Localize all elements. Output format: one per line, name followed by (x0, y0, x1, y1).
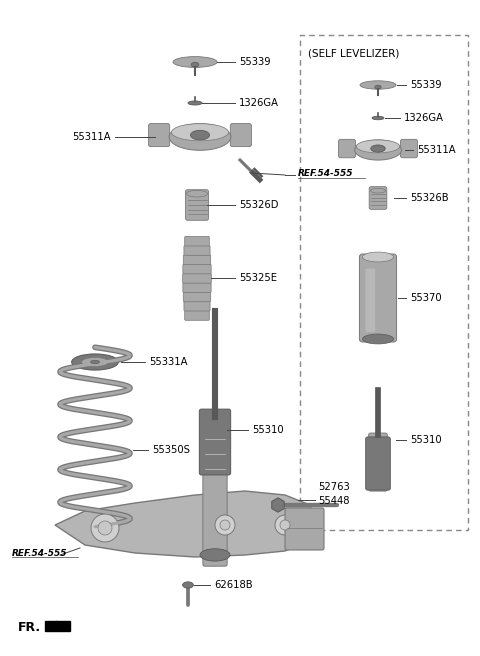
Text: 1326GA: 1326GA (239, 98, 279, 108)
FancyBboxPatch shape (203, 466, 227, 566)
Text: REF.54-555: REF.54-555 (298, 169, 353, 178)
FancyBboxPatch shape (185, 311, 209, 320)
Ellipse shape (187, 190, 207, 197)
Ellipse shape (173, 56, 217, 68)
Text: 55350S: 55350S (152, 445, 190, 455)
FancyBboxPatch shape (183, 255, 211, 264)
Ellipse shape (356, 140, 399, 153)
FancyBboxPatch shape (183, 264, 211, 274)
Polygon shape (272, 498, 284, 512)
FancyBboxPatch shape (369, 187, 387, 209)
Ellipse shape (371, 145, 385, 152)
FancyBboxPatch shape (185, 236, 209, 246)
Ellipse shape (355, 140, 401, 160)
Polygon shape (55, 491, 315, 557)
Ellipse shape (372, 116, 384, 120)
FancyBboxPatch shape (360, 254, 396, 342)
Ellipse shape (360, 81, 396, 89)
Circle shape (275, 515, 295, 535)
FancyBboxPatch shape (183, 283, 211, 293)
Ellipse shape (371, 188, 385, 193)
FancyBboxPatch shape (149, 123, 170, 146)
Circle shape (91, 514, 119, 542)
Ellipse shape (182, 582, 193, 588)
Polygon shape (45, 621, 70, 631)
Ellipse shape (191, 62, 199, 67)
Ellipse shape (171, 124, 228, 141)
Ellipse shape (191, 131, 209, 140)
Circle shape (220, 520, 230, 530)
Text: 55311A: 55311A (417, 145, 456, 155)
Text: 55339: 55339 (239, 57, 271, 67)
Ellipse shape (72, 354, 119, 370)
Ellipse shape (362, 334, 394, 344)
Text: 55311A: 55311A (72, 132, 111, 142)
FancyBboxPatch shape (338, 139, 356, 157)
Ellipse shape (188, 101, 202, 105)
Text: REF.54-555: REF.54-555 (12, 548, 68, 558)
FancyBboxPatch shape (185, 190, 208, 220)
FancyBboxPatch shape (184, 301, 210, 311)
FancyBboxPatch shape (199, 409, 231, 475)
Text: FR.: FR. (18, 621, 41, 634)
Text: 55326D: 55326D (239, 200, 278, 210)
FancyBboxPatch shape (366, 437, 390, 490)
FancyBboxPatch shape (183, 292, 211, 302)
Text: 55331A: 55331A (149, 357, 188, 367)
FancyBboxPatch shape (285, 508, 324, 550)
Text: 52763
55448: 52763 55448 (318, 482, 350, 506)
FancyBboxPatch shape (183, 274, 211, 283)
Text: 55310: 55310 (252, 425, 284, 435)
Text: 55370: 55370 (410, 293, 442, 303)
Circle shape (280, 520, 290, 530)
Text: 1326GA: 1326GA (404, 113, 444, 123)
Text: 55339: 55339 (410, 80, 442, 90)
Ellipse shape (200, 548, 230, 561)
Ellipse shape (169, 124, 231, 150)
Ellipse shape (362, 252, 394, 262)
Text: 55326B: 55326B (410, 193, 449, 203)
Ellipse shape (375, 85, 381, 89)
Text: 55310: 55310 (410, 435, 442, 445)
FancyBboxPatch shape (400, 139, 418, 157)
Circle shape (215, 515, 235, 535)
FancyBboxPatch shape (184, 245, 210, 255)
Circle shape (98, 521, 112, 535)
Ellipse shape (82, 358, 108, 367)
Text: 55325E: 55325E (239, 273, 277, 283)
Text: (SELF LEVELIZER): (SELF LEVELIZER) (308, 48, 399, 58)
FancyBboxPatch shape (365, 268, 375, 332)
FancyBboxPatch shape (369, 433, 387, 491)
Ellipse shape (91, 360, 99, 364)
Text: 62618B: 62618B (214, 580, 252, 590)
FancyBboxPatch shape (230, 123, 252, 146)
